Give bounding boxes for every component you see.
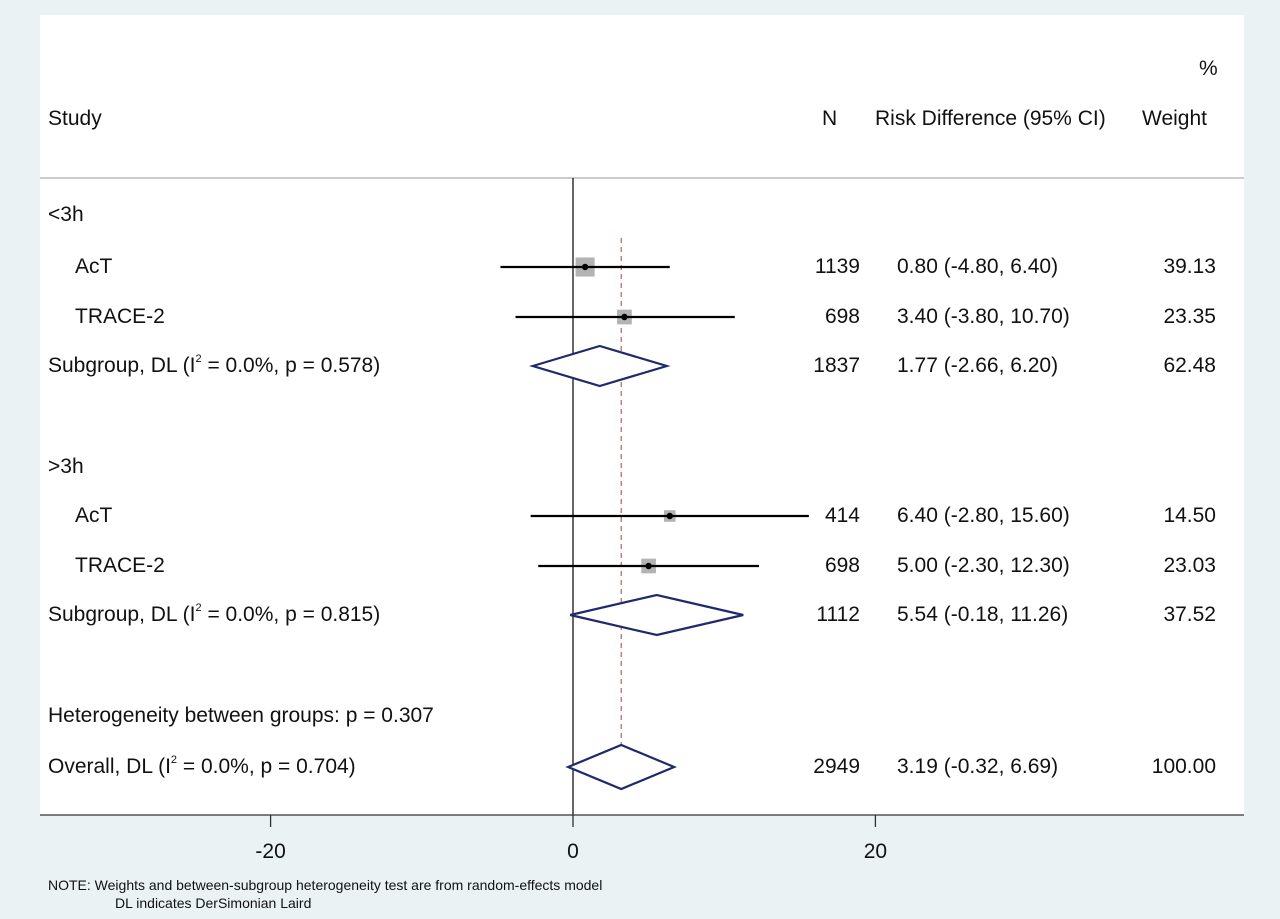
study-label: TRACE-2 [75,554,165,577]
subgroup-n: 1112 [816,603,860,626]
heterogeneity-text: Heterogeneity between groups: p = 0.307 [48,704,434,727]
group-label: <3h [48,203,84,226]
study-n: 414 [824,504,860,527]
study-weight: 39.13 [1163,255,1216,278]
overall-diamond [565,743,678,791]
header-study: Study [48,107,102,130]
x-tick-label: 20 [864,840,887,863]
subgroup-diamond [570,593,744,637]
header-weight: Weight [1142,107,1207,130]
point-estimate [581,263,589,271]
subgroup-label: Subgroup, DL (I2 = 0.0%, p = 0.815) [48,602,381,626]
study-ci-text: 3.40 (-3.80, 10.70) [897,305,1070,328]
study-label: AcT [75,504,113,527]
study-n: 1139 [814,255,860,278]
study-ci-text: 0.80 (-4.80, 6.40) [897,255,1059,278]
overall-ci-text: 3.19 (-0.32, 6.69) [897,755,1059,778]
overall-weight: 100.00 [1151,755,1216,778]
x-tick-label: -20 [255,840,285,863]
study-label: TRACE-2 [75,305,165,328]
study-ci-text: 6.40 (-2.80, 15.60) [897,504,1070,527]
study-n: 698 [824,554,860,577]
group-label: >3h [48,455,84,478]
point-estimate [645,562,652,570]
x-tick-label: 0 [567,840,579,863]
study-weight: 14.50 [1163,504,1216,527]
point-estimate [621,313,628,321]
note-line-2: DL indicates DerSimonian Laird [115,895,312,911]
plot-area [40,15,1244,815]
subgroup-diamond [528,344,671,388]
header-effect: Risk Difference (95% CI) [875,107,1106,130]
point-estimate [666,512,673,520]
subgroup-weight: 37.52 [1163,603,1216,626]
study-ci-text: 5.00 (-2.30, 12.30) [897,554,1070,577]
overall-n: 2949 [813,755,860,778]
header-weight-percent: % [1199,57,1218,80]
overall-label: Overall, DL (I2 = 0.0%, p = 0.704) [48,754,356,778]
subgroup-ci-text: 1.77 (-2.66, 6.20) [897,354,1059,377]
subgroup-weight: 62.48 [1163,354,1216,377]
header-n: N [822,107,838,130]
study-weight: 23.35 [1163,305,1216,328]
note-line-1: NOTE: Weights and between-subgroup heter… [48,877,603,893]
study-n: 698 [824,305,860,328]
study-label: AcT [75,255,113,278]
study-weight: 23.03 [1163,554,1216,577]
subgroup-ci-text: 5.54 (-0.18, 11.26) [897,603,1069,626]
subgroup-n: 1837 [813,354,860,377]
subgroup-label: Subgroup, DL (I2 = 0.0%, p = 0.578) [48,353,381,377]
